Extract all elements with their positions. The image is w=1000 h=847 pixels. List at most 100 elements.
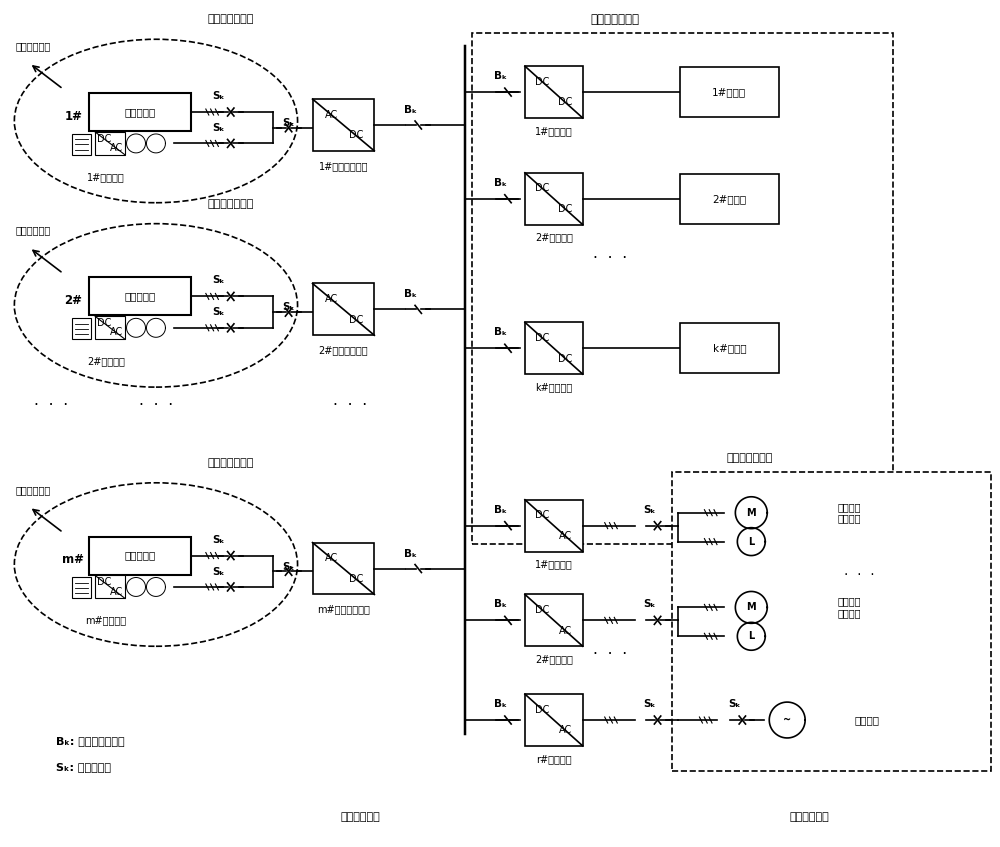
Text: DC: DC [97,578,111,587]
Text: Bₖ: 中压直流断路器: Bₖ: 中压直流断路器 [56,736,125,746]
Text: Sₖ: Sₖ [643,699,656,709]
Bar [525,66,583,118]
Text: ·  ·  ·: · · · [333,397,367,412]
Text: 中压交流子网: 中压交流子网 [16,225,51,235]
Text: 1#储能装置: 1#储能装置 [87,172,125,182]
Text: L: L [748,631,754,641]
Text: m#储能装置: m#储能装置 [86,616,127,625]
Text: Sₖ: Sₖ [282,302,295,313]
Text: Sₖ: Sₖ [728,699,741,709]
Text: 中压交流配电板: 中压交流配电板 [208,458,254,468]
Text: Bₖ: Bₖ [494,600,507,609]
Text: Sₖ: Sₖ [643,600,656,609]
Text: AC: AC [324,109,338,119]
Text: 1#电解槽: 1#电解槽 [712,87,746,97]
Text: 2#: 2# [64,294,82,307]
Text: AC: AC [559,626,572,636]
Text: 1#逆变电源: 1#逆变电源 [535,560,573,569]
Text: DC: DC [558,97,573,108]
Bar [313,543,374,595]
Text: 1#制氢电源: 1#制氢电源 [535,126,573,136]
Text: m#变压整流装置: m#变压整流装置 [317,605,370,614]
Text: DC: DC [349,574,363,584]
Bar [525,595,583,646]
Text: Bₖ: Bₖ [494,178,507,188]
Text: 中压直流主网: 中压直流主网 [341,811,380,822]
Bar [525,500,583,551]
Bar [95,132,125,155]
Text: AC: AC [324,553,338,563]
Text: Sₖ: Sₖ [213,567,225,577]
Text: 低压交流配电板: 低压交流配电板 [726,453,772,463]
Text: ·  ·  ·: · · · [593,647,627,662]
Text: DC: DC [558,353,573,363]
Text: Sₖ: Sₖ [213,123,225,133]
Text: Bₖ: Bₖ [404,549,417,558]
Text: Sₖ: Sₖ [213,275,225,285]
Text: L: L [748,537,754,546]
Bar [89,278,191,315]
Text: k#制氢电源: k#制氢电源 [535,382,572,392]
Text: DC: DC [349,130,363,141]
Text: DC: DC [535,510,549,520]
Text: AC: AC [109,586,123,596]
Text: 中压交流子网: 中压交流子网 [16,42,51,51]
Text: Sₖ: 交流断路器: Sₖ: 交流断路器 [56,761,111,772]
Text: ·  ·  ·: · · · [34,397,68,412]
Bar [680,174,779,224]
Text: 2#变压整流装置: 2#变压整流装置 [319,346,368,355]
Bar [72,578,91,599]
Text: ·  ·  ·: · · · [844,567,874,582]
Text: DC: DC [558,204,573,214]
Text: 2#储能装置: 2#储能装置 [87,357,125,366]
Text: 辅助生产
用电负载: 辅助生产 用电负载 [837,502,861,523]
Bar [672,472,991,771]
Text: DC: DC [535,333,549,343]
Text: 1#: 1# [64,109,82,123]
Text: Bₖ: Bₖ [404,105,417,115]
Bar [680,67,779,117]
Bar [680,324,779,374]
Text: k#电解槽: k#电解槽 [713,343,746,353]
Text: AC: AC [109,143,123,153]
Text: ~: ~ [783,715,791,725]
Bar [72,318,91,340]
Text: Bₖ: Bₖ [494,505,507,515]
Text: Bₖ: Bₖ [404,290,417,300]
Text: Bₖ: Bₖ [494,327,507,337]
Bar [313,284,374,335]
Text: r#逆变电源: r#逆变电源 [536,754,572,764]
Bar [525,173,583,224]
Text: 中压交流配电板: 中压交流配电板 [208,199,254,208]
Text: 2#逆变电源: 2#逆变电源 [535,654,573,664]
Text: 2#电解槽: 2#电解槽 [712,194,746,204]
Text: 2#制氢电源: 2#制氢电源 [535,233,573,242]
Bar [95,316,125,340]
Bar [525,323,583,374]
Text: 新能源场站: 新能源场站 [124,291,156,302]
Text: M: M [746,602,756,612]
Bar [472,33,893,544]
Text: DC: DC [535,183,549,193]
Text: m#: m# [62,553,84,566]
Text: Bₖ: Bₖ [494,699,507,709]
Text: Sₖ: Sₖ [643,505,656,515]
Bar [95,575,125,599]
Text: DC: DC [535,77,549,86]
Text: AC: AC [559,725,572,735]
Text: DC: DC [349,315,363,324]
Bar [313,99,374,151]
Text: DC: DC [535,705,549,715]
Text: 新能源场站: 新能源场站 [124,551,156,561]
Text: 中压交流子网: 中压交流子网 [16,484,51,495]
Text: Bₖ: Bₖ [494,71,507,81]
Text: AC: AC [109,328,123,337]
Text: AC: AC [324,294,338,304]
Text: Sₖ: Sₖ [213,534,225,545]
Text: 辅助生产
用电负载: 辅助生产 用电负载 [837,596,861,618]
Text: Sₖ: Sₖ [282,118,295,128]
Text: Sₖ: Sₖ [213,91,225,101]
Bar [89,93,191,131]
Text: 低压交流网络: 低压交流网络 [789,811,829,822]
Bar [525,694,583,746]
